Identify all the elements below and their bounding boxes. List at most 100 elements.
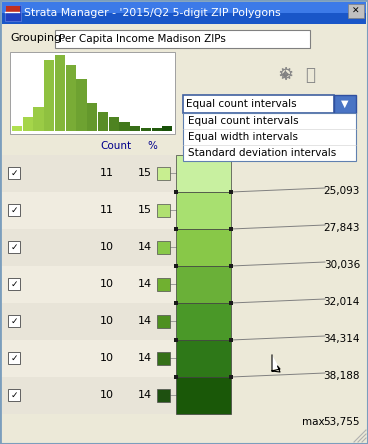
Bar <box>87 103 98 131</box>
Text: max: max <box>302 417 325 427</box>
Bar <box>8 278 20 290</box>
Text: ✓: ✓ <box>10 280 18 289</box>
Bar <box>33 107 44 131</box>
Bar <box>157 241 170 254</box>
Bar <box>2 155 176 192</box>
Bar <box>176 377 231 414</box>
Bar <box>174 227 178 231</box>
Bar <box>183 113 356 161</box>
Bar <box>8 389 20 401</box>
Polygon shape <box>272 355 280 372</box>
Bar <box>2 377 176 414</box>
Bar <box>157 167 170 180</box>
Bar <box>8 315 20 327</box>
Text: ✓: ✓ <box>10 206 18 214</box>
Text: 10: 10 <box>100 242 114 252</box>
Text: Standard deviation intervals: Standard deviation intervals <box>188 148 336 158</box>
Bar <box>174 190 178 194</box>
Text: 10: 10 <box>100 353 114 363</box>
Bar <box>13 6 20 13</box>
Bar <box>176 192 231 229</box>
Text: 30,036: 30,036 <box>324 260 360 270</box>
Bar <box>8 352 20 364</box>
Text: ⎙: ⎙ <box>305 66 315 84</box>
Bar <box>44 60 54 131</box>
Bar <box>157 315 170 328</box>
Bar <box>2 2 366 13</box>
Bar <box>8 167 20 179</box>
Text: 53,755: 53,755 <box>323 417 360 427</box>
Bar <box>174 375 178 379</box>
Bar <box>229 227 233 231</box>
Text: ✓: ✓ <box>10 317 18 325</box>
Bar <box>176 266 231 303</box>
Bar <box>2 340 176 377</box>
Text: ✓: ✓ <box>10 169 18 178</box>
Text: ✓: ✓ <box>10 391 18 400</box>
Text: ⚙: ⚙ <box>277 66 293 84</box>
Bar <box>183 95 334 113</box>
Bar <box>8 204 20 216</box>
Text: 14: 14 <box>138 316 152 326</box>
Bar <box>130 126 140 131</box>
Bar <box>176 229 231 266</box>
Text: 11: 11 <box>100 205 114 215</box>
Text: ▼: ▼ <box>341 99 349 109</box>
Text: 27,843: 27,843 <box>323 223 360 233</box>
Bar <box>334 95 356 113</box>
Bar <box>2 303 176 340</box>
Text: 34,314: 34,314 <box>323 334 360 344</box>
Bar <box>157 278 170 291</box>
Text: 14: 14 <box>138 279 152 289</box>
Text: 10: 10 <box>100 390 114 400</box>
Bar <box>10 52 175 134</box>
Bar <box>229 190 233 194</box>
Text: Per Capita Income Madison ZIPs: Per Capita Income Madison ZIPs <box>59 34 226 44</box>
Bar <box>176 340 231 377</box>
Text: 14: 14 <box>138 353 152 363</box>
Bar <box>5 5 21 21</box>
Text: ✕: ✕ <box>352 7 360 16</box>
Text: ✦: ✦ <box>279 67 291 83</box>
Bar <box>23 117 33 131</box>
Bar <box>176 303 231 340</box>
Bar <box>229 338 233 342</box>
Bar <box>141 128 151 131</box>
Text: 11: 11 <box>100 168 114 178</box>
Text: 10: 10 <box>100 316 114 326</box>
Bar <box>109 117 119 131</box>
Bar <box>152 128 162 131</box>
Text: 10: 10 <box>100 279 114 289</box>
Bar <box>2 229 176 266</box>
Text: Equal count intervals: Equal count intervals <box>188 116 298 126</box>
Bar <box>2 192 176 229</box>
Text: Equal count intervals: Equal count intervals <box>186 99 297 109</box>
Bar <box>6 13 20 20</box>
Text: 15: 15 <box>138 205 152 215</box>
Text: 25,093: 25,093 <box>323 186 360 196</box>
Bar <box>2 266 176 303</box>
Text: Strata Manager - '2015/Q2 5-digit ZIP Polygons: Strata Manager - '2015/Q2 5-digit ZIP Po… <box>24 8 281 18</box>
Bar <box>174 301 178 305</box>
Bar <box>66 64 76 131</box>
Text: ✓: ✓ <box>10 353 18 362</box>
Bar <box>6 6 13 13</box>
Bar <box>157 204 170 217</box>
Bar <box>229 301 233 305</box>
Text: Count: Count <box>100 141 132 151</box>
Text: Equal width intervals: Equal width intervals <box>188 132 298 142</box>
Text: 15: 15 <box>138 168 152 178</box>
Bar <box>2 2 366 24</box>
Text: 14: 14 <box>138 390 152 400</box>
Bar <box>77 79 86 131</box>
Bar <box>55 55 65 131</box>
Bar <box>162 126 173 131</box>
Text: 14: 14 <box>138 242 152 252</box>
Bar <box>229 375 233 379</box>
Bar <box>55 30 310 48</box>
Bar <box>98 112 108 131</box>
Text: 32,014: 32,014 <box>323 297 360 307</box>
Bar <box>157 352 170 365</box>
Text: Grouping:: Grouping: <box>10 33 65 43</box>
Bar <box>8 241 20 253</box>
